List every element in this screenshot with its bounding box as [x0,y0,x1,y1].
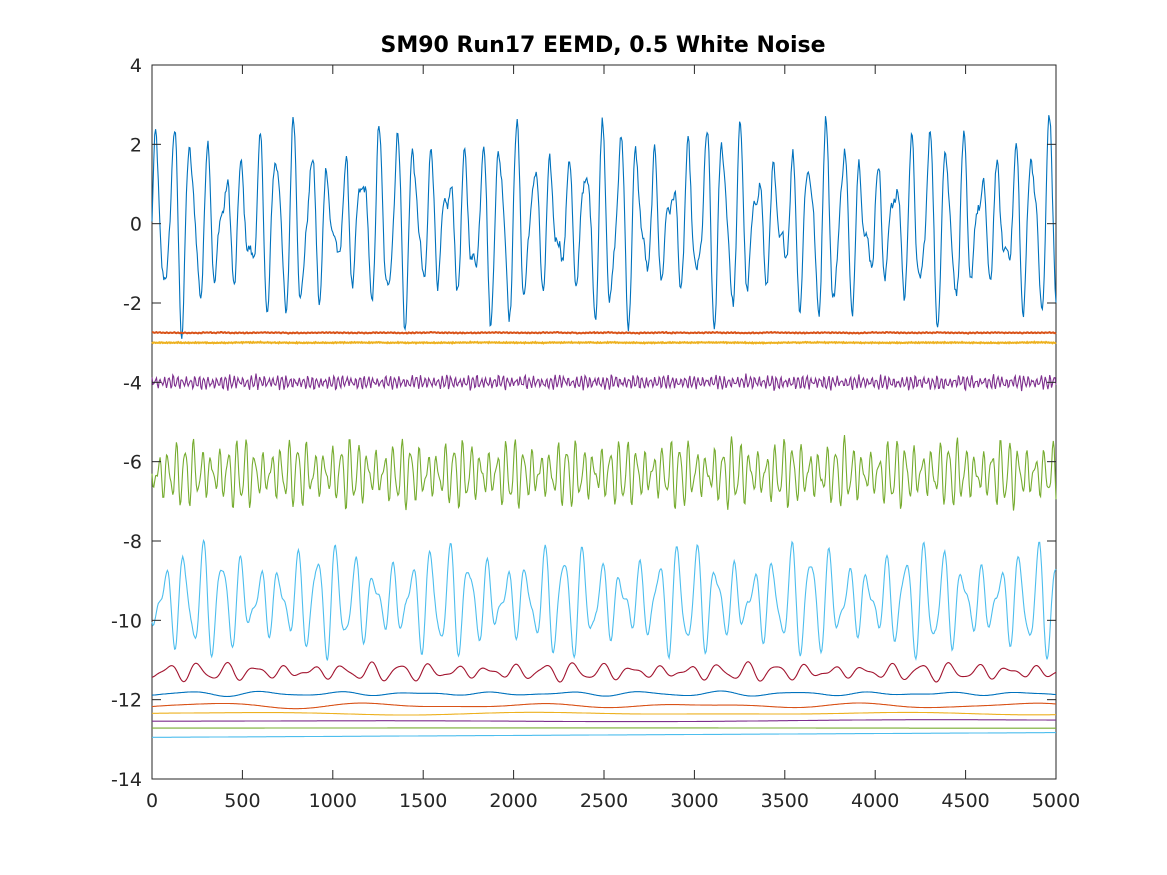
x-tick-label: 3500 [761,790,809,812]
y-tick-label: -2 [123,293,142,315]
x-tick-label: 0 [146,790,158,812]
y-tick-label: -6 [123,452,142,474]
x-tick-label: 3000 [670,790,718,812]
y-tick-label: 4 [130,55,142,77]
series-line-9 [152,702,1057,710]
series-line-1 [151,115,1057,339]
x-tick-label: 2000 [489,790,537,812]
series-line-7 [151,661,1057,683]
x-tick-label: 500 [224,790,260,812]
series-line-3 [151,340,1057,345]
series-line-6 [151,538,1057,662]
x-tick-label: 4500 [941,790,989,812]
y-tick-label: -8 [123,531,142,553]
plot-area [151,64,1057,780]
series-line-4 [151,373,1057,392]
chart-title: SM90 Run17 EEMD, 0.5 White Noise [380,33,825,58]
series-line-13 [151,732,1056,738]
y-axis: 4 2 0 -2 -4 -6 -8 -10 -12 -14 [111,55,1056,791]
x-tick-label: 5000 [1032,790,1080,812]
y-tick-label: -10 [111,610,142,632]
series-line-2 [151,330,1057,335]
x-tick-label: 1000 [309,790,357,812]
y-tick-label: 2 [130,134,142,156]
series-line-11 [152,719,1056,723]
y-tick-label: -14 [111,769,142,791]
series-layer [151,115,1057,738]
y-tick-label: -4 [123,372,142,394]
series-line-10 [152,711,1056,716]
x-tick-label: 2500 [580,790,628,812]
x-axis: 0 500 1000 1500 2000 2500 3000 3500 4000 4500 5000 [146,65,1080,812]
y-tick-label: -12 [111,690,142,712]
y-tick-label: 0 [130,214,142,236]
x-tick-label: 4000 [851,790,899,812]
series-line-5 [151,435,1057,511]
x-tick-label: 1500 [399,790,447,812]
series-line-8 [151,690,1057,698]
